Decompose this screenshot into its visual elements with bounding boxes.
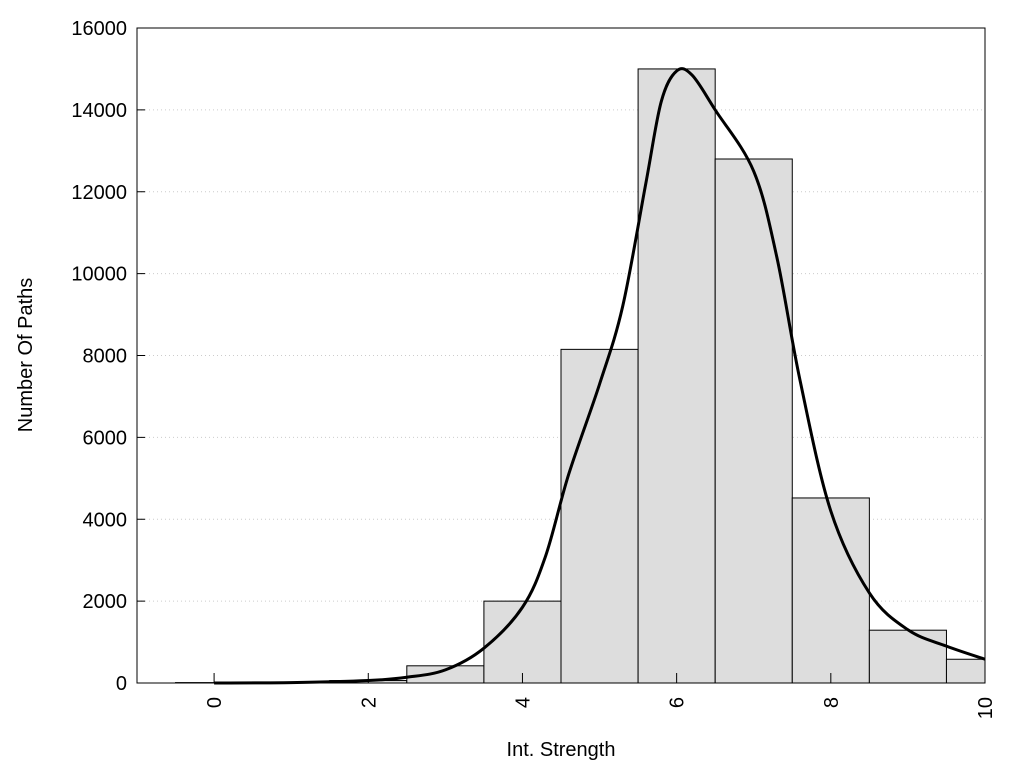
bars bbox=[176, 69, 985, 683]
histogram-bar bbox=[869, 630, 946, 683]
histogram-bar bbox=[792, 498, 869, 683]
x-tick-label: 4 bbox=[512, 697, 534, 708]
x-tick-label: 0 bbox=[204, 697, 226, 708]
histogram-bar bbox=[484, 601, 561, 683]
x-tick-label: 10 bbox=[975, 697, 997, 719]
histogram-bar bbox=[561, 349, 638, 683]
x-tick-label: 8 bbox=[821, 697, 843, 708]
x-tick-label: 6 bbox=[667, 697, 689, 708]
x-tick-label: 2 bbox=[358, 697, 380, 708]
y-tick-label: 10000 bbox=[71, 264, 127, 286]
y-axis: 0 2000 4000 6000 8000 10000 12000 14000 16000 bbox=[71, 18, 145, 695]
y-tick-label: 14000 bbox=[71, 100, 127, 122]
y-tick-label: 6000 bbox=[83, 427, 128, 449]
y-tick-label: 8000 bbox=[83, 346, 128, 368]
x-axis-label: Int. Strength bbox=[507, 739, 616, 761]
y-tick-label: 0 bbox=[116, 673, 127, 695]
y-tick-label: 4000 bbox=[83, 509, 128, 531]
y-tick-label: 2000 bbox=[83, 591, 128, 613]
y-tick-label: 16000 bbox=[71, 18, 127, 40]
histogram-bar bbox=[715, 159, 792, 683]
histogram-bar bbox=[946, 659, 985, 683]
y-tick-label: 12000 bbox=[71, 182, 127, 204]
y-axis-label: Number Of Paths bbox=[15, 278, 37, 433]
